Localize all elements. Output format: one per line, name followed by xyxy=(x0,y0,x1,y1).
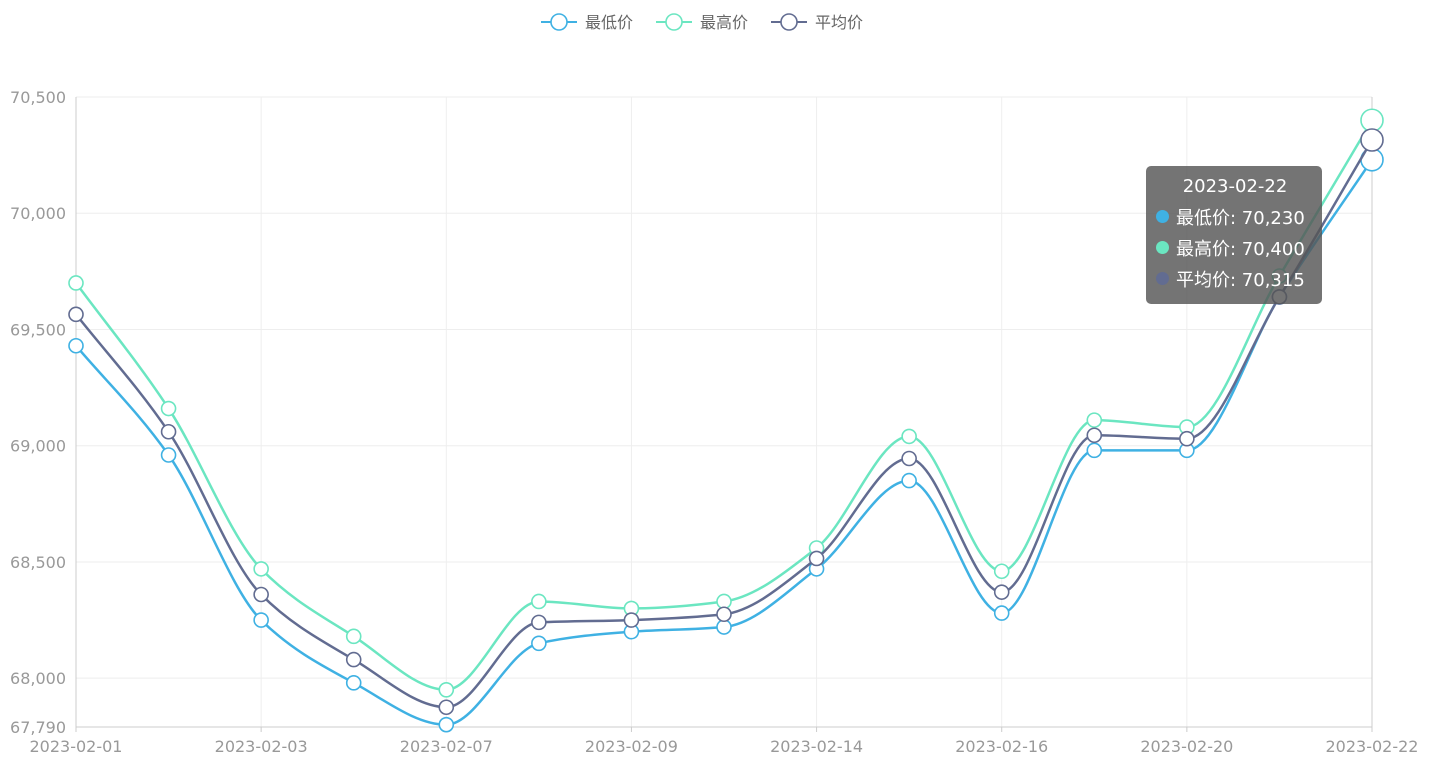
x-tick-label: 2023-02-07 xyxy=(400,737,493,756)
x-tick-label: 2023-02-14 xyxy=(770,737,863,756)
tooltip-row-low: 最低价: 70,230 xyxy=(1156,201,1314,232)
data-point[interactable] xyxy=(993,584,1010,600)
data-point[interactable] xyxy=(253,612,269,628)
tooltip-row-high: 最高价: 70,400 xyxy=(1156,232,1314,263)
legend-marker xyxy=(665,13,683,31)
data-point[interactable] xyxy=(531,593,547,610)
x-tick-label: 2023-02-20 xyxy=(1140,737,1233,756)
data-point[interactable] xyxy=(438,682,455,698)
x-tick-label: 2023-02-09 xyxy=(585,737,678,756)
data-point[interactable] xyxy=(438,699,455,716)
legend-item-1[interactable]: 最高价 xyxy=(656,13,748,32)
legend-label: 最高价 xyxy=(700,13,748,32)
data-point[interactable] xyxy=(901,428,917,445)
tooltip-dot-low xyxy=(1156,210,1169,223)
legend[interactable]: 最低价 最高价 平均价 xyxy=(541,13,863,32)
data-point[interactable] xyxy=(1179,430,1195,447)
legend-label: 最低价 xyxy=(585,13,633,32)
tooltip-dot-high xyxy=(1156,241,1169,254)
y-tick-label: 68,500 xyxy=(10,553,66,572)
data-point[interactable] xyxy=(253,586,269,603)
legend-marker xyxy=(550,13,568,31)
data-point[interactable] xyxy=(1360,108,1384,133)
data-point[interactable] xyxy=(716,593,732,610)
y-tick-label: 68,000 xyxy=(10,669,66,688)
data-point[interactable] xyxy=(438,716,455,733)
tooltip-label-low: 最低价: 70,230 xyxy=(1176,207,1305,229)
x-tick-label: 2023-02-22 xyxy=(1326,737,1419,756)
series-group xyxy=(68,108,1384,733)
y-tick-label: 70,500 xyxy=(10,88,66,107)
tooltip-label-high: 最高价: 70,400 xyxy=(1176,238,1305,260)
data-point[interactable] xyxy=(345,675,362,691)
tooltip: 2023-02-22 最低价: 70,230 最高价: 70,400 平均价: … xyxy=(1146,166,1322,304)
data-point[interactable] xyxy=(160,400,177,417)
data-point[interactable] xyxy=(68,337,84,354)
data-point[interactable] xyxy=(345,628,362,645)
tooltip-row-avg: 平均价: 70,315 xyxy=(1156,263,1314,294)
data-point[interactable] xyxy=(901,450,917,467)
series-0 xyxy=(68,147,1384,733)
data-point[interactable] xyxy=(993,605,1010,621)
data-point[interactable] xyxy=(1086,412,1103,428)
data-point[interactable] xyxy=(1360,128,1384,152)
data-point[interactable] xyxy=(623,612,640,628)
legend-item-0[interactable]: 最低价 xyxy=(541,13,633,32)
series-2 xyxy=(68,128,1384,716)
y-tick-label: 69,000 xyxy=(10,437,66,456)
data-point[interactable] xyxy=(716,606,732,623)
data-point[interactable] xyxy=(531,635,547,652)
legend-label: 平均价 xyxy=(815,13,863,32)
data-point[interactable] xyxy=(253,561,269,577)
legend-item-2[interactable]: 平均价 xyxy=(771,13,863,32)
axes: 67,790 68,000 68,500 69,000 69,500 70,000 70,5… xyxy=(10,88,1418,756)
data-point[interactable] xyxy=(531,614,547,631)
data-point[interactable] xyxy=(68,275,84,291)
legend-marker xyxy=(780,13,798,31)
y-tick-label: 67,790 xyxy=(10,718,66,737)
y-tick-label: 70,000 xyxy=(10,204,66,223)
data-point[interactable] xyxy=(160,447,177,463)
data-point[interactable] xyxy=(345,651,362,668)
data-point[interactable] xyxy=(901,472,917,489)
x-tick-label: 2023-02-03 xyxy=(215,737,308,756)
x-tick-label: 2023-02-01 xyxy=(30,737,123,756)
x-tick-label: 2023-02-16 xyxy=(955,737,1048,756)
data-point[interactable] xyxy=(68,306,84,323)
data-point[interactable] xyxy=(1086,442,1103,459)
data-point[interactable] xyxy=(716,619,732,635)
tooltip-dot-avg xyxy=(1156,272,1169,285)
data-point[interactable] xyxy=(808,550,825,567)
tooltip-title: 2023-02-22 xyxy=(1182,176,1288,197)
data-point[interactable] xyxy=(1086,427,1103,444)
tooltip-label-avg: 平均价: 70,315 xyxy=(1176,269,1305,291)
data-point[interactable] xyxy=(160,423,177,440)
series-1 xyxy=(68,108,1384,698)
y-tick-label: 69,500 xyxy=(10,320,66,339)
data-point[interactable] xyxy=(993,563,1010,580)
